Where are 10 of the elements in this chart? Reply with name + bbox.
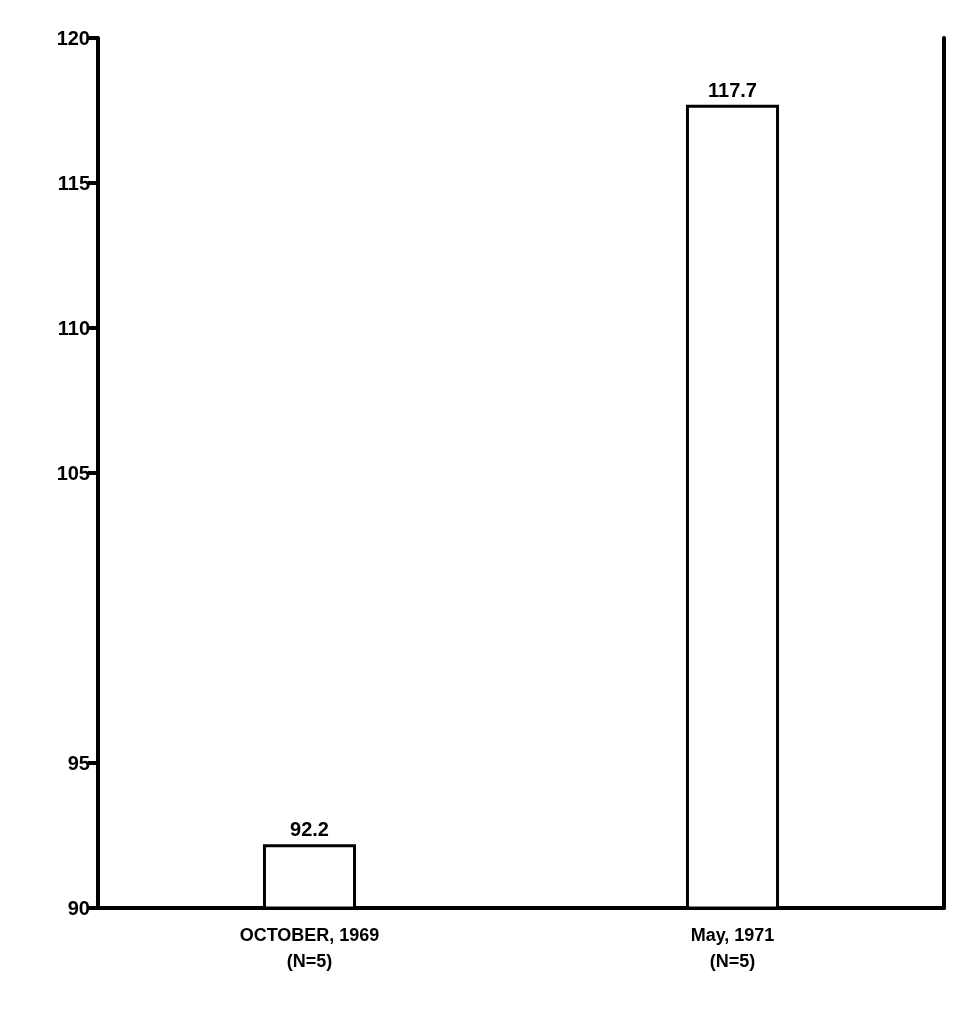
y-tick-label: 115	[57, 172, 90, 194]
y-tick-label: 95	[67, 752, 90, 774]
data-label: 92.2	[290, 818, 329, 841]
y-tick-label: 110	[57, 317, 90, 339]
y-tick-label: 105	[56, 462, 90, 484]
y-tick-label: 90	[67, 897, 90, 919]
data-label: 117.7	[708, 78, 757, 101]
y-tick-label: 120	[56, 27, 90, 49]
x-tick-label: May, 1971 (N=5)	[690, 925, 775, 971]
x-tick-label: OCTOBER, 1969 (N=5)	[239, 925, 380, 971]
